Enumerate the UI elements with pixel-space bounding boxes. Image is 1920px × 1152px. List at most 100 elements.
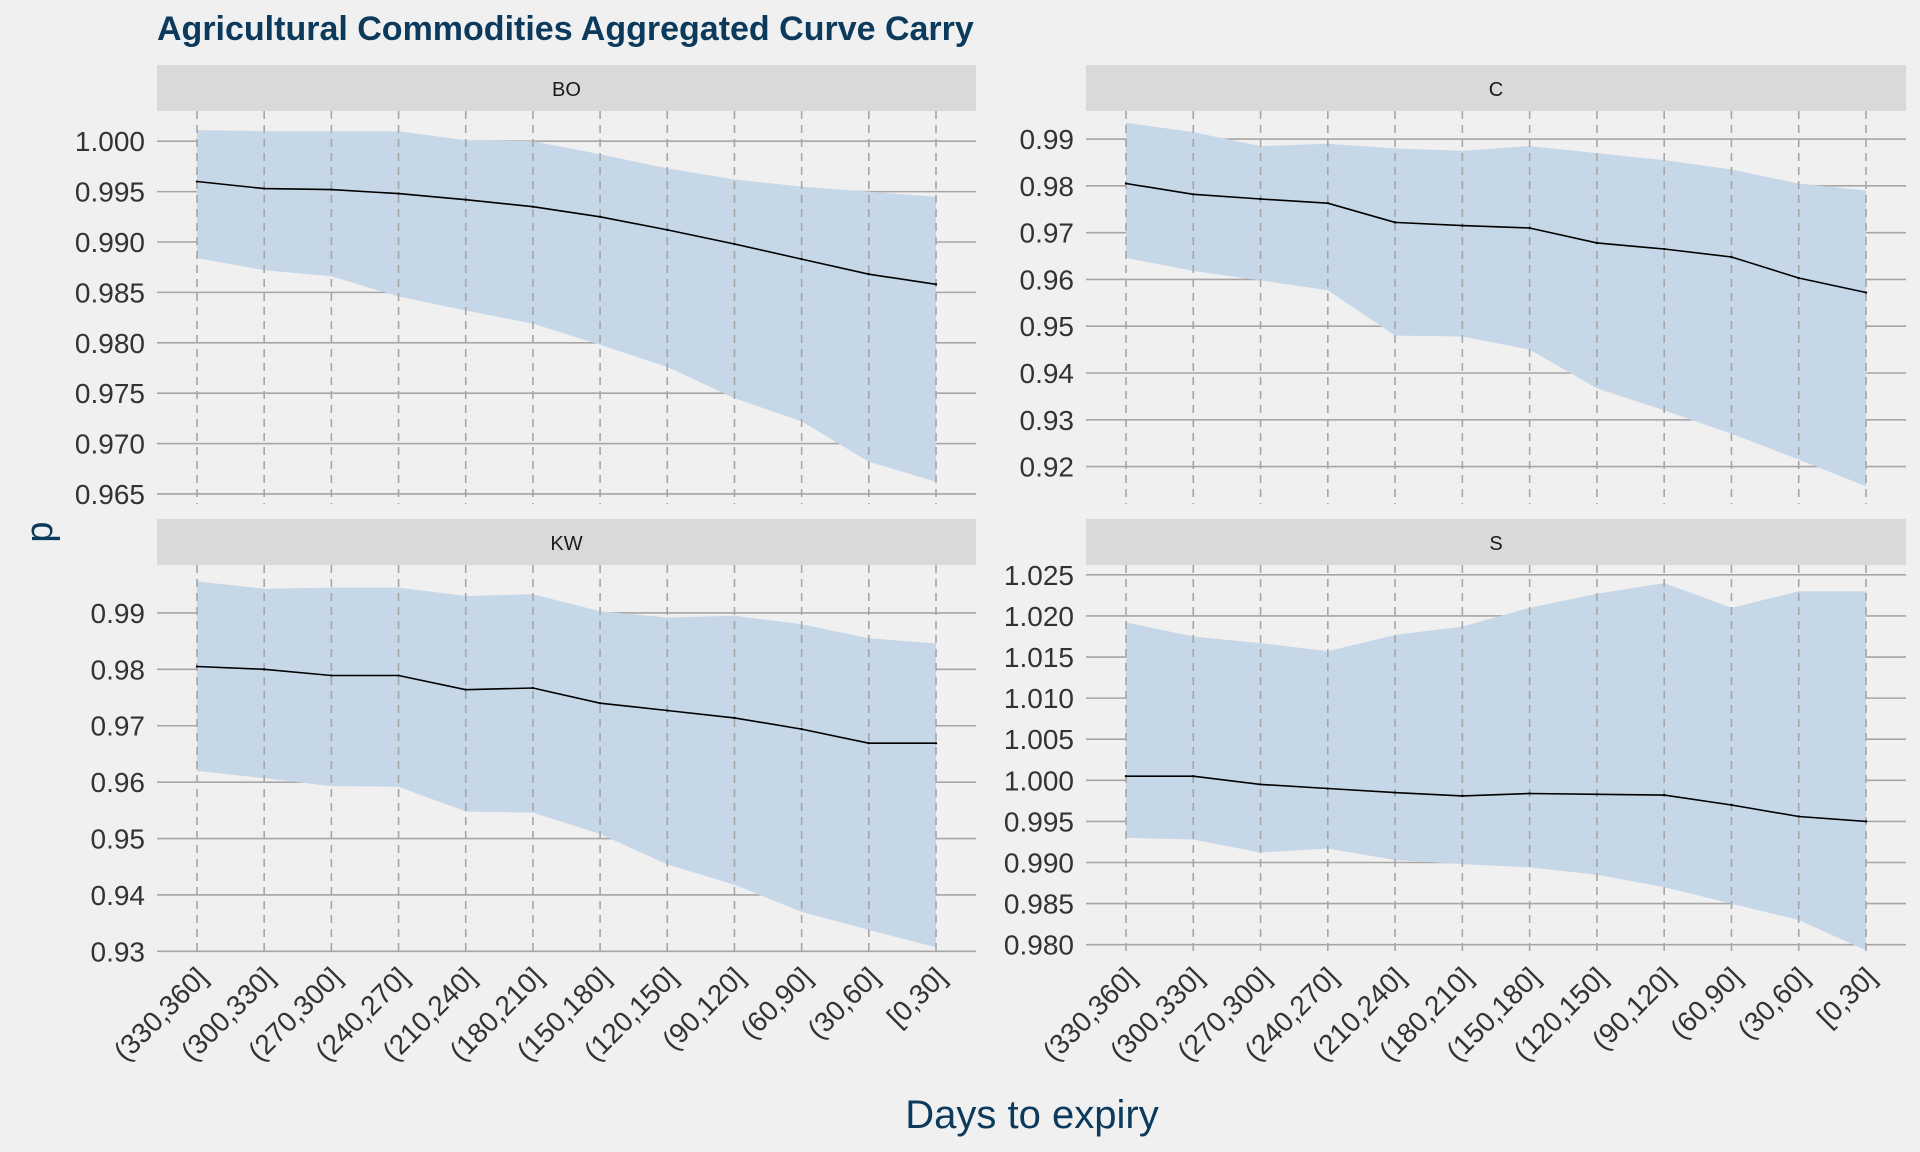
y-tick-label: 1.000 — [1004, 765, 1074, 796]
median-point — [262, 187, 266, 190]
median-point — [1124, 775, 1128, 778]
y-tick-label: 0.980 — [1004, 930, 1074, 961]
y-tick-label: 0.99 — [1020, 124, 1075, 155]
median-point — [1595, 793, 1599, 796]
median-point — [934, 283, 938, 286]
y-tick-label: 0.995 — [75, 177, 145, 208]
facet-label: S — [1489, 533, 1502, 555]
y-tick-label: 1.015 — [1004, 642, 1074, 673]
median-point — [195, 665, 199, 668]
y-tick-label: 0.965 — [75, 479, 145, 510]
confidence-band — [1126, 122, 1866, 487]
facet-label: KW — [550, 533, 582, 555]
confidence-band — [197, 581, 936, 948]
median-point — [464, 198, 467, 201]
median-point — [934, 742, 938, 745]
median-point — [1393, 791, 1397, 794]
confidence-band — [197, 130, 936, 482]
facet-panels: BO 0.965 0.970 0.975 0.980 0.985 0.990 0.995 1.0… — [75, 65, 1906, 1067]
median-point — [733, 716, 736, 720]
y-tick-label: 0.98 — [91, 654, 146, 685]
facet-strip — [1086, 519, 1906, 565]
median-point — [733, 242, 736, 246]
y-tick-label: 0.97 — [91, 711, 146, 742]
median-point — [666, 228, 669, 232]
median-point — [867, 273, 871, 276]
median-point — [464, 688, 467, 691]
median-point — [598, 215, 602, 219]
median-point — [1797, 276, 1800, 280]
median-line — [196, 180, 937, 286]
y-tick-label: 0.92 — [1020, 452, 1075, 483]
median-point — [867, 742, 871, 745]
median-point — [397, 674, 400, 677]
median-point — [330, 674, 333, 677]
median-point — [1595, 241, 1599, 245]
facet-label: C — [1489, 79, 1503, 101]
median-point — [1662, 247, 1666, 251]
median-point — [397, 192, 400, 195]
facet-strip — [1086, 65, 1906, 111]
facet-strip — [157, 65, 976, 111]
y-tick-label: 0.99 — [91, 598, 146, 629]
median-point — [1730, 803, 1733, 807]
y-tick-label: 0.995 — [1004, 806, 1074, 837]
median-point — [1259, 783, 1262, 786]
median-point — [1864, 820, 1868, 823]
median-point — [531, 686, 535, 690]
median-point — [531, 205, 535, 208]
y-tick-label: 0.975 — [75, 378, 145, 409]
median-line — [196, 665, 936, 745]
median-point — [1528, 792, 1531, 795]
median-point — [1864, 291, 1868, 294]
median-point — [1259, 197, 1262, 201]
median-point — [1662, 793, 1666, 797]
y-tick-label: 0.985 — [75, 277, 145, 308]
median-line — [1126, 775, 1867, 823]
median-point — [262, 668, 266, 671]
y-tick-label: 0.94 — [1020, 358, 1075, 389]
y-tick-label: 0.985 — [1004, 889, 1074, 920]
median-point — [195, 180, 199, 183]
panel-c: C 0.92 0.93 0.94 0.95 0.96 0.97 0.98 0.99 — [1020, 65, 1906, 504]
y-tick-label: 1.025 — [1004, 560, 1074, 591]
y-tick-label: 1.020 — [1004, 601, 1074, 632]
chart-title: Agricultural Commodities Aggregated Curv… — [157, 10, 974, 48]
y-tick-label: 0.97 — [1020, 218, 1075, 249]
y-tick-label: 0.970 — [75, 429, 145, 460]
y-tick-label: 0.95 — [91, 824, 146, 855]
median-point — [1124, 182, 1128, 185]
median-point — [800, 257, 803, 261]
median-point — [1192, 193, 1195, 196]
median-point — [666, 709, 669, 712]
median-point — [1461, 794, 1464, 798]
y-tick-label: 1.010 — [1004, 683, 1074, 714]
y-tick-label: 0.93 — [91, 936, 146, 967]
median-line — [1125, 182, 1867, 294]
y-tick-label: 0.990 — [1004, 847, 1074, 878]
y-tick-label: 0.990 — [75, 227, 145, 258]
y-tick-label: 0.93 — [1020, 405, 1075, 436]
x-axis-title: Days to expiry — [905, 1093, 1158, 1137]
median-point — [330, 188, 333, 191]
median-point — [1797, 815, 1800, 818]
y-tick-label: 0.96 — [1020, 264, 1075, 295]
y-tick-label: 0.96 — [91, 767, 146, 798]
y-tick-label: 0.98 — [1020, 171, 1075, 202]
median-point — [1730, 255, 1733, 259]
median-point — [1192, 775, 1195, 778]
median-point — [1393, 221, 1397, 224]
facet-strip — [157, 519, 976, 565]
y-axis-title: p — [19, 521, 61, 542]
y-tick-label: 0.980 — [75, 328, 145, 359]
median-point — [1326, 787, 1330, 790]
y-tick-label: 1.005 — [1004, 724, 1074, 755]
y-tick-label: 0.94 — [91, 880, 146, 911]
median-point — [800, 727, 803, 731]
confidence-band — [1126, 583, 1866, 951]
median-point — [1326, 201, 1330, 205]
median-point — [1461, 224, 1464, 227]
y-tick-label: 0.95 — [1020, 311, 1075, 342]
y-tick-label: 1.000 — [75, 126, 145, 157]
